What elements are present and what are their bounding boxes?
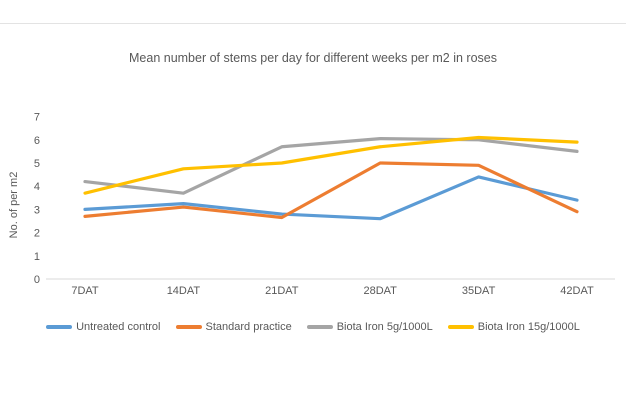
legend-item-label: Biota Iron 5g/1000L bbox=[336, 321, 433, 333]
page-divider bbox=[0, 23, 626, 24]
legend-line-swatch bbox=[46, 325, 73, 329]
y-tick-label: 4 bbox=[34, 181, 40, 193]
legend-item-label: Untreated control bbox=[76, 321, 161, 333]
legend-line-swatch bbox=[447, 325, 474, 329]
x-tick-label: 28DAT bbox=[363, 285, 397, 297]
x-tick-label: 7DAT bbox=[71, 285, 99, 297]
x-tick-label: 14DAT bbox=[167, 285, 201, 297]
legend-line-swatch bbox=[306, 325, 333, 329]
legend-line-swatch bbox=[175, 325, 202, 329]
series-line-biota-iron-15g-1000l bbox=[83, 135, 579, 195]
y-tick-label: 1 bbox=[34, 251, 40, 263]
y-tick-label: 2 bbox=[34, 228, 40, 240]
y-tick-label: 3 bbox=[34, 204, 40, 216]
x-tick-label: 35DAT bbox=[462, 285, 496, 297]
y-tick-label: 6 bbox=[34, 135, 40, 147]
x-tick-label: 21DAT bbox=[265, 285, 299, 297]
series-line-standard-practice bbox=[83, 161, 579, 220]
y-tick-label: 0 bbox=[34, 274, 40, 286]
legend: Untreated control Standard practice Biot… bbox=[0, 321, 626, 333]
series-line-biota-iron-5g-1000l bbox=[83, 137, 579, 195]
series-line-untreated-control bbox=[83, 175, 579, 221]
chart-title: Mean number of stems per day for differe… bbox=[129, 51, 497, 65]
legend-item-biota-iron-15g: Biota Iron 15g/1000L bbox=[447, 321, 580, 333]
legend-item-standard-practice: Standard practice bbox=[175, 321, 292, 333]
x-tick-label: 42DAT bbox=[560, 285, 594, 297]
y-tick-label: 5 bbox=[34, 158, 40, 170]
line-chart-plot: 0 1 2 3 4 5 6 7 7DAT 14DAT 21DAT 28DAT 35DAT 42DAT bbox=[34, 112, 615, 297]
legend-item-untreated-control: Untreated control bbox=[46, 321, 161, 333]
y-tick-label: 7 bbox=[34, 112, 40, 124]
legend-item-label: Biota Iron 15g/1000L bbox=[477, 321, 580, 333]
legend-item-biota-iron-5g: Biota Iron 5g/1000L bbox=[306, 321, 433, 333]
legend-item-label: Standard practice bbox=[205, 321, 292, 333]
